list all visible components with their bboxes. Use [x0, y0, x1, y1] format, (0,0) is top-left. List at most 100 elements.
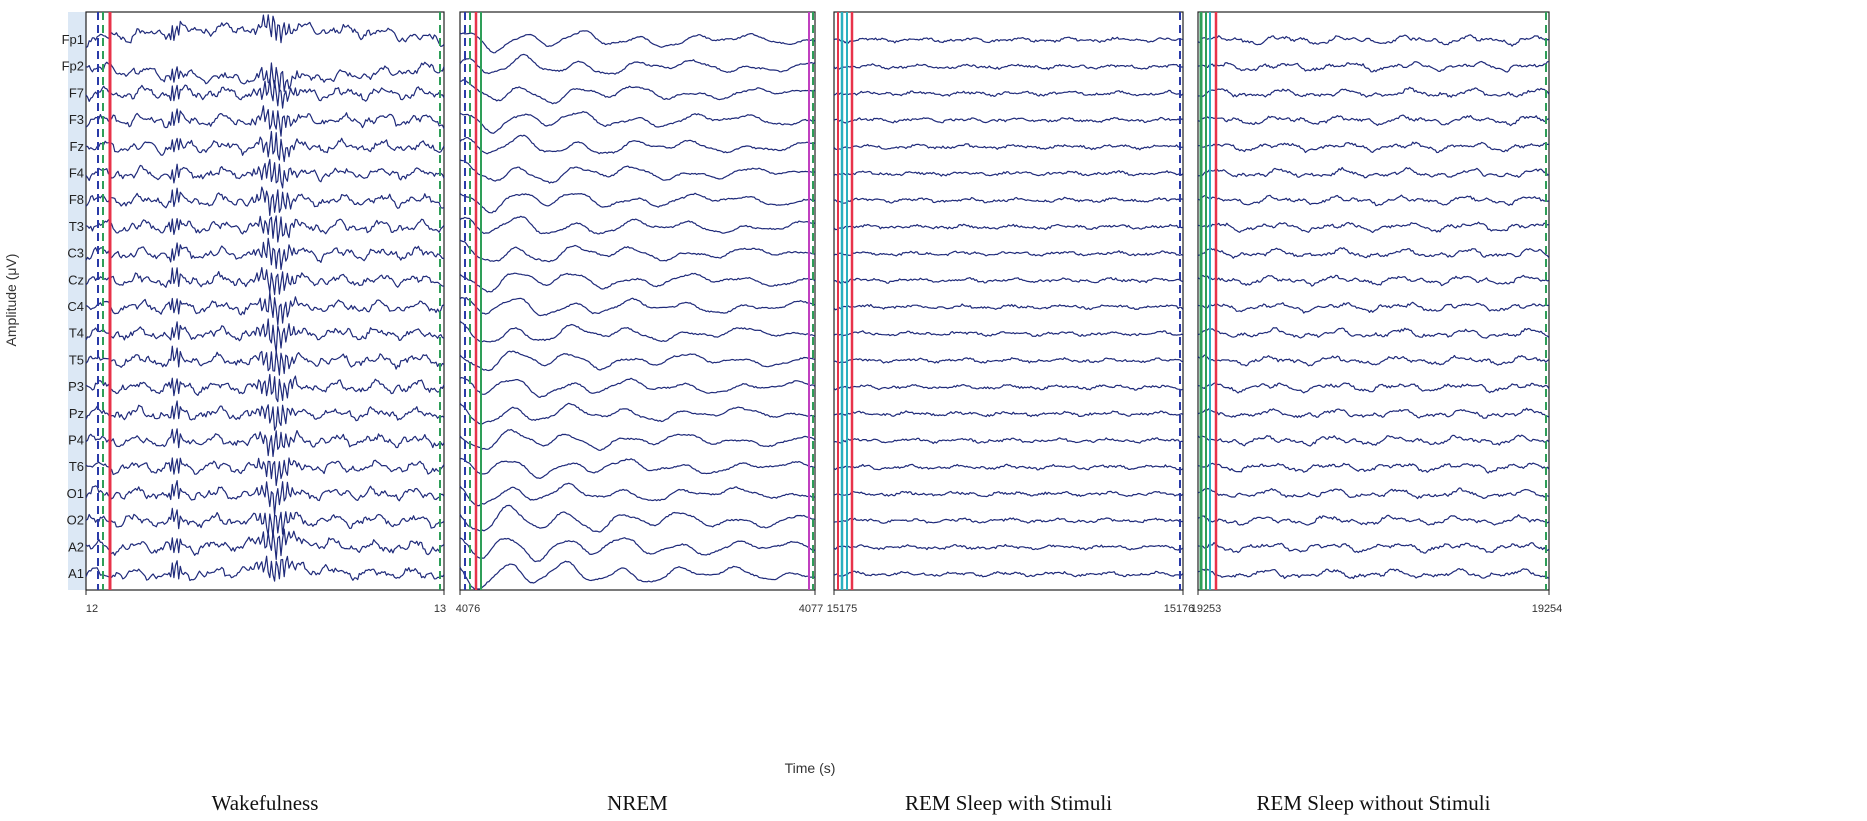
trace-p3 [459, 377, 816, 398]
channel-strip-background [68, 12, 88, 590]
trace-fp2 [85, 61, 445, 93]
trace-t6 [833, 463, 1184, 471]
x-axis-label: Time (s) [785, 760, 836, 776]
x-tick-label-end: 15176 [1164, 603, 1195, 615]
trace-f3 [85, 105, 445, 137]
trace-fp2 [1197, 60, 1549, 73]
channel-label-t5: T5 [69, 352, 84, 367]
trace-p4 [1197, 434, 1550, 447]
channel-label-t3: T3 [69, 219, 84, 234]
channel-label-fp1: Fp1 [62, 32, 84, 47]
trace-a2 [1197, 542, 1550, 554]
trace-cz [85, 267, 445, 296]
trace-pz [1197, 407, 1550, 419]
trace-f4 [833, 170, 1184, 177]
trace-fp1 [833, 36, 1184, 44]
trace-fz [459, 134, 816, 155]
trace-fp1 [459, 30, 816, 54]
channel-label-a1: A1 [68, 566, 84, 581]
trace-cz [1197, 274, 1550, 287]
panel-frame [833, 11, 1184, 591]
panel-rem_stim: 15175 15176 REM Sleep with Stimuli [827, 11, 1195, 815]
channel-label-cz: Cz [68, 272, 84, 287]
channel-label-t6: T6 [69, 459, 84, 474]
trace-t3 [85, 215, 445, 243]
x-tick-label-start: 12 [86, 603, 98, 615]
trace-p3 [85, 373, 445, 403]
trace-c4 [459, 297, 816, 317]
trace-a1 [833, 570, 1184, 578]
trace-fz [833, 143, 1184, 151]
trace-a1 [459, 560, 816, 590]
trace-pz [85, 400, 445, 431]
x-tick-label-start: 15175 [827, 603, 858, 615]
trace-a2 [459, 537, 816, 563]
trace-t5 [833, 357, 1184, 364]
trace-a2 [833, 543, 1184, 551]
trace-f8 [833, 196, 1184, 204]
trace-o2 [85, 507, 445, 538]
panel-caption: Wakefulness [212, 791, 319, 815]
trace-t6 [1197, 462, 1550, 474]
channel-label-p4: P4 [68, 433, 84, 448]
channel-label-t4: T4 [69, 326, 84, 341]
trace-t5 [85, 345, 445, 376]
trace-f3 [459, 110, 816, 134]
channel-labels: Fp1 Fp2 F7 F3 Fz F4 F8 T3 C3 Cz C4 T4 T5 P3 Pz P4 T6 O1 O2… [62, 32, 84, 581]
trace-c3 [459, 239, 816, 263]
channel-label-fp2: Fp2 [62, 59, 84, 74]
channel-label-f7: F7 [69, 85, 84, 100]
trace-f7 [833, 89, 1184, 97]
trace-c3 [1197, 247, 1550, 259]
panel-caption: REM Sleep without Stimuli [1257, 791, 1491, 815]
trace-c4 [85, 291, 445, 326]
trace-a2 [85, 528, 445, 561]
event-markers [464, 12, 814, 590]
trace-p4 [459, 428, 816, 451]
channel-label-p3: P3 [68, 379, 84, 394]
trace-fz [1197, 141, 1550, 154]
trace-p3 [1197, 382, 1550, 394]
trace-f4 [459, 159, 816, 184]
trace-f3 [1197, 114, 1550, 127]
trace-fp1 [85, 14, 445, 49]
channel-label-strip [68, 12, 88, 590]
eeg-panels: 12 13 Wakefulness 4076 4077 NREM 15175 15176 REM… [85, 11, 1563, 815]
trace-f7 [1197, 86, 1550, 98]
panel-rem_nostim: 19253 19254 REM Sleep without Stimuli [1191, 11, 1563, 815]
trace-a1 [85, 555, 445, 582]
trace-t4 [459, 320, 816, 343]
channel-label-c4: C4 [67, 299, 84, 314]
x-tick-label-end: 19254 [1532, 603, 1563, 615]
trace-f7 [85, 78, 445, 109]
trace-fz [85, 130, 445, 163]
event-markers [837, 12, 1181, 590]
trace-f8 [1197, 194, 1550, 207]
trace-f4 [1197, 166, 1550, 179]
trace-cz [459, 272, 816, 293]
event-markers [97, 12, 441, 590]
trace-fp1 [1197, 34, 1550, 47]
trace-t3 [1197, 221, 1550, 234]
trace-c3 [85, 237, 444, 270]
channel-label-pz: Pz [69, 406, 84, 421]
x-tick-label-end: 4077 [799, 603, 823, 615]
x-tick-label-start: 4076 [456, 603, 480, 615]
trace-o1 [1197, 487, 1550, 500]
trace-p4 [85, 428, 445, 458]
trace-f4 [85, 158, 445, 189]
trace-t6 [459, 457, 816, 479]
panel-nrem: 4076 4077 NREM [456, 11, 823, 815]
channel-label-f8: F8 [69, 192, 84, 207]
trace-cz [833, 276, 1184, 284]
trace-c4 [833, 303, 1184, 311]
panel-wake: 12 13 Wakefulness [85, 11, 446, 815]
channel-label-f4: F4 [69, 166, 84, 181]
trace-f8 [459, 192, 816, 214]
trace-o1 [833, 490, 1184, 498]
trace-p3 [833, 384, 1184, 391]
trace-o1 [85, 480, 445, 516]
trace-fp2 [833, 63, 1183, 71]
trace-a1 [1197, 567, 1549, 580]
